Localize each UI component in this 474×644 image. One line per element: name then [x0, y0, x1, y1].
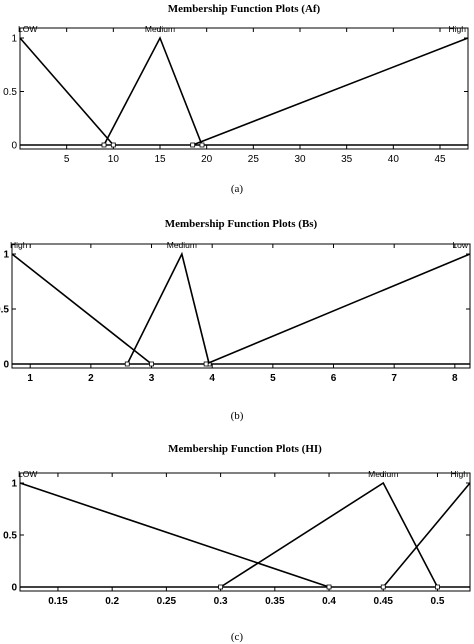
membership-line-medium — [220, 481, 439, 588]
x-tick-label: 45 — [434, 154, 446, 165]
x-tick-label: 0.3 — [214, 596, 228, 607]
chart-title: Membership Function Plots (HI) — [168, 443, 322, 455]
chart-af: Membership Function Plots (Af)5 10 15 20 25 3… — [3, 3, 469, 165]
x-tick-label: 40 — [388, 154, 400, 165]
chart-title: Membership Function Plots (Bs) — [165, 218, 318, 230]
data-point-marker — [326, 584, 332, 590]
data-point-marker — [101, 142, 107, 148]
caption-b: (b) — [230, 410, 244, 422]
x-tick-label: 0.45 — [374, 596, 394, 607]
chart-bs: Membership Function Plots (Bs) 1 2 3 4 5 6 7 8 0 0… — [0, 218, 471, 384]
x-tick-label: 0.5 — [431, 596, 445, 607]
data-point-marker — [435, 584, 440, 590]
membership-line-high — [11, 253, 153, 365]
x-tick-label: 6 — [331, 373, 337, 384]
caption-c: (c) — [230, 631, 244, 643]
data-point-marker — [218, 584, 224, 590]
series-label-low: LOW — [18, 469, 37, 479]
x-tick-label: 7 — [391, 373, 397, 384]
plot-frame — [19, 27, 469, 150]
x-tick-label: 10 — [108, 154, 120, 165]
membership-line-low — [19, 482, 330, 588]
x-tick-label: 0.4 — [322, 596, 336, 607]
caption-a: (a) — [230, 183, 244, 195]
membership-line-medium — [103, 36, 203, 146]
chart-title: Membership Function Plots (Af) — [168, 3, 321, 15]
y-tick-label: 0 — [11, 141, 17, 152]
series-label-high: High — [451, 469, 469, 479]
membership-line-high — [382, 482, 471, 588]
y-tick-label: 1 — [11, 34, 17, 45]
series-label-medium: Medium — [368, 469, 398, 479]
x-tick-label: 5 — [64, 154, 70, 165]
data-point-marker — [110, 142, 116, 148]
series-label-low: LOW — [18, 24, 37, 34]
plot-frame — [19, 472, 471, 592]
y-tick-label: 1 — [3, 250, 9, 261]
data-point-marker — [380, 584, 386, 590]
chart-hi: Membership Function Plots (HI) 0.15 0.2 0.2… — [3, 443, 471, 607]
data-point-marker — [124, 361, 130, 367]
x-tick-label: 25 — [248, 154, 260, 165]
x-tick-label: 1 — [27, 373, 33, 384]
chart-panel-bs: Membership Function Plots (Bs) 1 2 3 4 5 6 7 8 0 0… — [0, 213, 474, 428]
y-tick-label: 0.5 — [3, 87, 17, 98]
x-tick-label: 20 — [201, 154, 213, 165]
membership-line-low — [205, 253, 471, 365]
data-point-marker — [149, 361, 154, 367]
plot-frame — [11, 243, 471, 369]
x-tick-label: 0.2 — [105, 596, 119, 607]
y-tick-label: 0.5 — [3, 531, 17, 542]
membership-line-low — [19, 37, 114, 146]
series-label-medium: Medium — [145, 24, 175, 34]
membership-line-high — [192, 37, 469, 146]
x-tick-label: 35 — [341, 154, 353, 165]
membership-line-medium — [126, 251, 210, 365]
x-tick-label: 0.25 — [157, 596, 177, 607]
data-point-marker — [203, 361, 209, 367]
chart-panel-hi: Membership Function Plots (HI) 0.15 0.2 0.2… — [0, 439, 474, 644]
series-label-low: Low — [452, 240, 468, 250]
chart-panel-af: Membership Function Plots (Af) 5 10 15 20 25 3… — [0, 0, 474, 215]
x-tick-label: 0.15 — [48, 596, 68, 607]
y-tick-label: 1 — [11, 479, 17, 490]
data-point-marker — [190, 142, 196, 148]
x-tick-label: 3 — [149, 373, 155, 384]
x-tick-label: 2 — [88, 373, 94, 384]
y-tick-label: 0.5 — [0, 305, 9, 316]
x-tick-label: 0.35 — [265, 596, 285, 607]
y-tick-label: 0 — [11, 583, 17, 594]
series-label-high: High — [10, 240, 28, 250]
data-point-marker — [199, 142, 205, 148]
x-tick-label: 8 — [452, 373, 458, 384]
x-tick-label: 15 — [154, 154, 166, 165]
series-label-high: High — [449, 24, 467, 34]
series-label-medium: Medium — [167, 240, 197, 250]
x-tick-label: 4 — [209, 373, 215, 384]
y-tick-label: 0 — [3, 360, 9, 371]
x-tick-label: 30 — [294, 154, 306, 165]
x-tick-label: 5 — [270, 373, 276, 384]
